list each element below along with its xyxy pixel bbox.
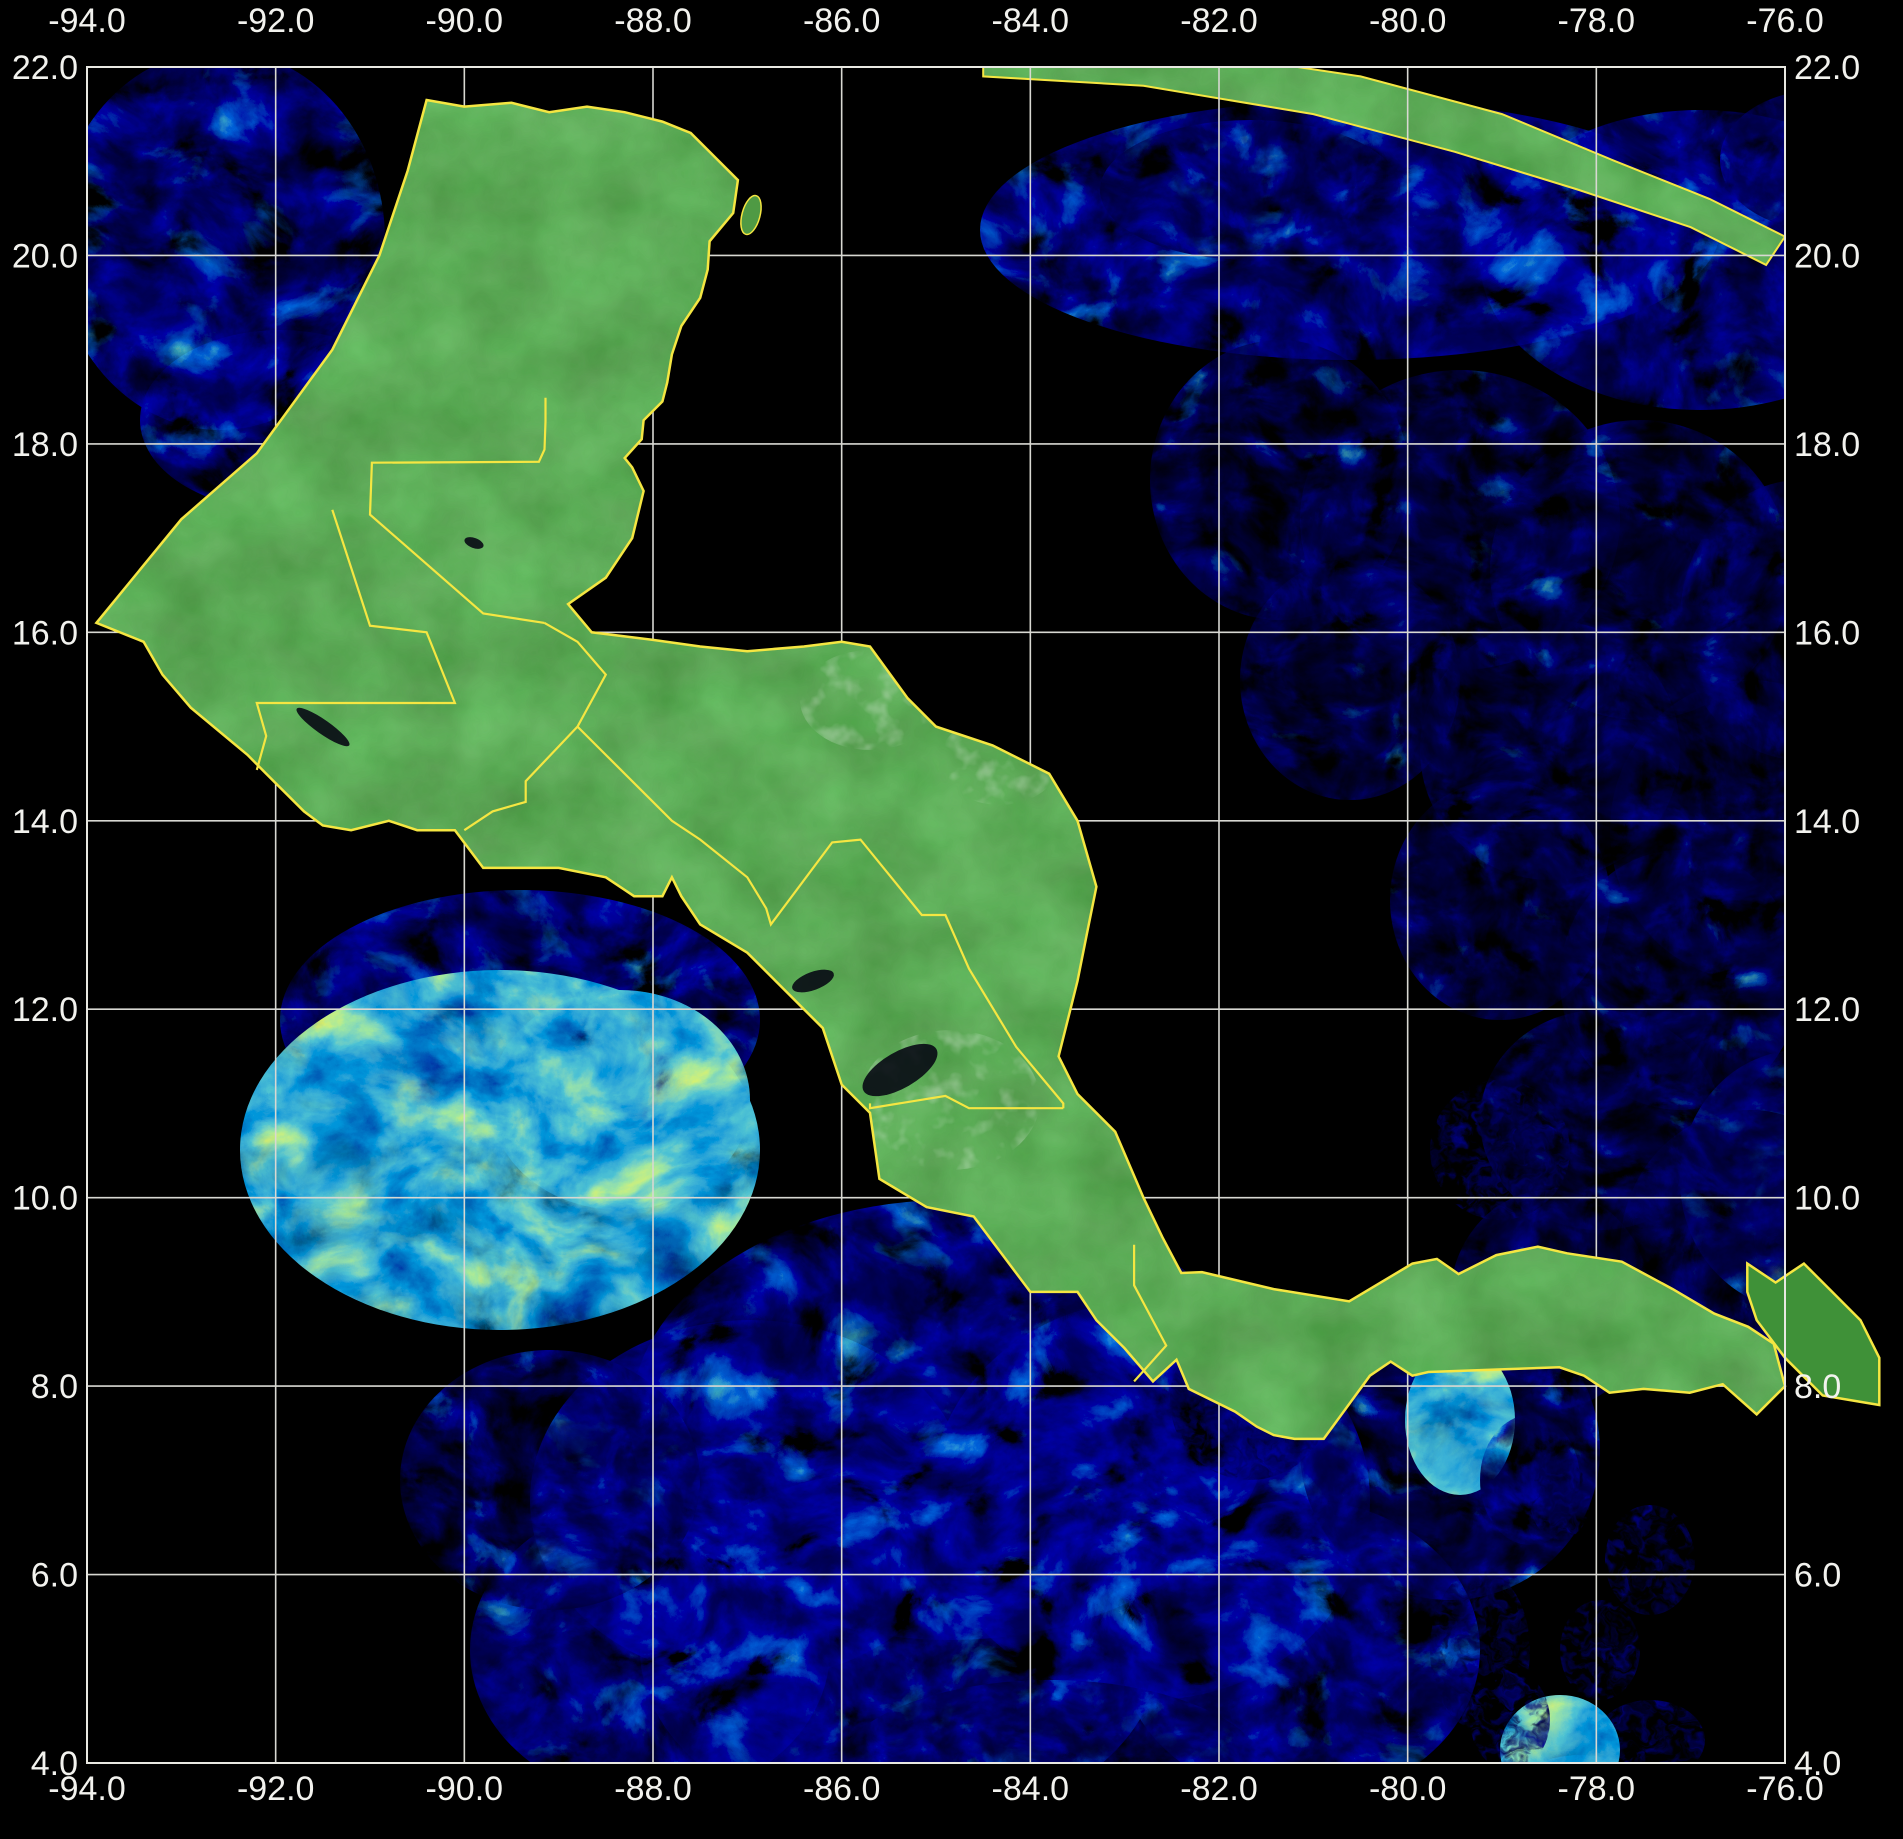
svg-text:-78.0: -78.0: [1558, 2, 1636, 40]
svg-text:8.0: 8.0: [1794, 1368, 1841, 1406]
svg-text:18.0: 18.0: [12, 426, 78, 464]
svg-text:-90.0: -90.0: [426, 1770, 504, 1808]
svg-text:20.0: 20.0: [12, 237, 78, 275]
svg-text:-82.0: -82.0: [1180, 2, 1258, 40]
svg-text:-78.0: -78.0: [1558, 1770, 1636, 1808]
svg-text:-80.0: -80.0: [1369, 1770, 1447, 1808]
svg-text:16.0: 16.0: [12, 614, 78, 652]
svg-text:-76.0: -76.0: [1746, 2, 1824, 40]
svg-text:4.0: 4.0: [31, 1745, 78, 1783]
svg-text:4.0: 4.0: [1794, 1745, 1841, 1783]
svg-text:-84.0: -84.0: [992, 2, 1070, 40]
svg-text:-90.0: -90.0: [426, 2, 504, 40]
svg-text:8.0: 8.0: [31, 1368, 78, 1406]
svg-text:-88.0: -88.0: [614, 1770, 692, 1808]
svg-text:14.0: 14.0: [12, 803, 78, 841]
svg-text:12.0: 12.0: [1794, 991, 1860, 1029]
svg-text:-82.0: -82.0: [1180, 1770, 1258, 1808]
svg-text:14.0: 14.0: [1794, 803, 1860, 841]
svg-text:-84.0: -84.0: [992, 1770, 1070, 1808]
svg-text:-88.0: -88.0: [614, 2, 692, 40]
svg-text:10.0: 10.0: [12, 1180, 78, 1218]
svg-text:20.0: 20.0: [1794, 237, 1860, 275]
svg-text:-94.0: -94.0: [48, 2, 126, 40]
svg-text:6.0: 6.0: [1794, 1557, 1841, 1595]
svg-text:16.0: 16.0: [1794, 614, 1860, 652]
svg-text:18.0: 18.0: [1794, 426, 1860, 464]
svg-text:6.0: 6.0: [31, 1557, 78, 1595]
svg-text:12.0: 12.0: [12, 991, 78, 1029]
svg-text:10.0: 10.0: [1794, 1180, 1860, 1218]
svg-text:-86.0: -86.0: [803, 1770, 881, 1808]
svg-text:22.0: 22.0: [1794, 49, 1860, 87]
svg-text:-92.0: -92.0: [237, 2, 315, 40]
svg-text:-80.0: -80.0: [1369, 2, 1447, 40]
svg-text:-86.0: -86.0: [803, 2, 881, 40]
svg-text:-92.0: -92.0: [237, 1770, 315, 1808]
svg-text:22.0: 22.0: [12, 49, 78, 87]
